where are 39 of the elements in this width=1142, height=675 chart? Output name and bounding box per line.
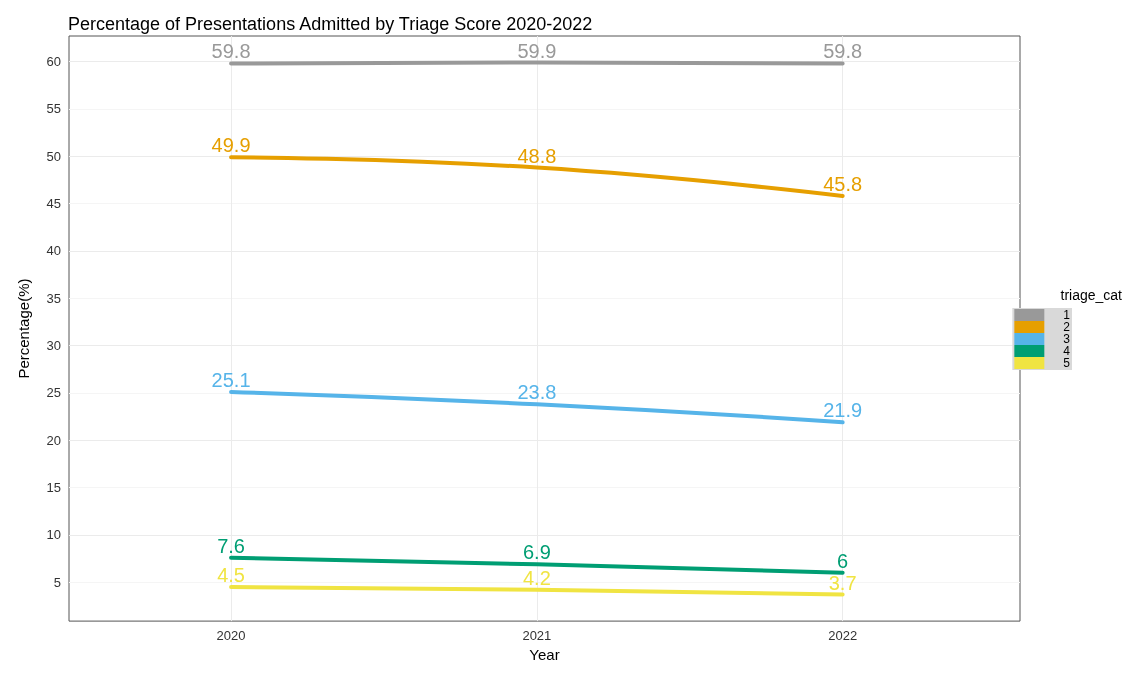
data-label: 25.1 — [211, 368, 251, 391]
y-tick-label: 5 — [53, 574, 61, 590]
data-label: 6.9 — [522, 541, 551, 564]
y-tick-label: 45 — [46, 196, 61, 212]
legend-label: 1 — [1063, 308, 1071, 322]
x-tick-label: 2020 — [216, 628, 246, 644]
data-label: 59.8 — [211, 40, 251, 63]
data-label: 3.7 — [828, 571, 857, 594]
y-axis-title: Percentage(%) — [15, 278, 32, 379]
y-tick-label: 55 — [46, 101, 61, 117]
y-tick-label: 20 — [46, 432, 61, 448]
data-label: 7.6 — [217, 534, 245, 557]
y-tick-label: 10 — [46, 527, 61, 543]
legend-label: 5 — [1063, 356, 1071, 370]
data-label: 6 — [837, 549, 849, 572]
legend-label: 2 — [1063, 320, 1071, 334]
data-label: 23.8 — [517, 381, 557, 404]
data-label: 4.2 — [522, 566, 551, 589]
y-tick-label: 25 — [46, 385, 61, 401]
y-tick-label: 40 — [46, 243, 61, 259]
legend-title: triage_cat — [1060, 287, 1123, 303]
data-label: 59.8 — [823, 40, 863, 63]
y-tick-label: 30 — [46, 338, 61, 354]
legend-label: 4 — [1063, 344, 1071, 358]
data-label: 48.8 — [517, 144, 557, 167]
x-tick-label: 2022 — [828, 628, 858, 644]
y-tick-label: 15 — [46, 480, 61, 496]
x-tick-label: 2021 — [522, 628, 552, 644]
x-axis-title: Year — [529, 646, 560, 663]
legend-label: 3 — [1063, 332, 1071, 346]
y-tick-label: 35 — [46, 290, 61, 306]
data-label: 45.8 — [823, 173, 863, 195]
y-tick-label: 50 — [46, 148, 61, 164]
data-label: 59.9 — [517, 39, 557, 62]
data-label: 49.9 — [211, 134, 251, 157]
y-tick-label: 60 — [46, 54, 61, 70]
data-label: 21.9 — [823, 399, 863, 422]
chart-title: Percentage of Presentations Admitted by Triage Score 2020-2022 — [68, 14, 593, 34]
data-label: 4.5 — [217, 564, 245, 587]
